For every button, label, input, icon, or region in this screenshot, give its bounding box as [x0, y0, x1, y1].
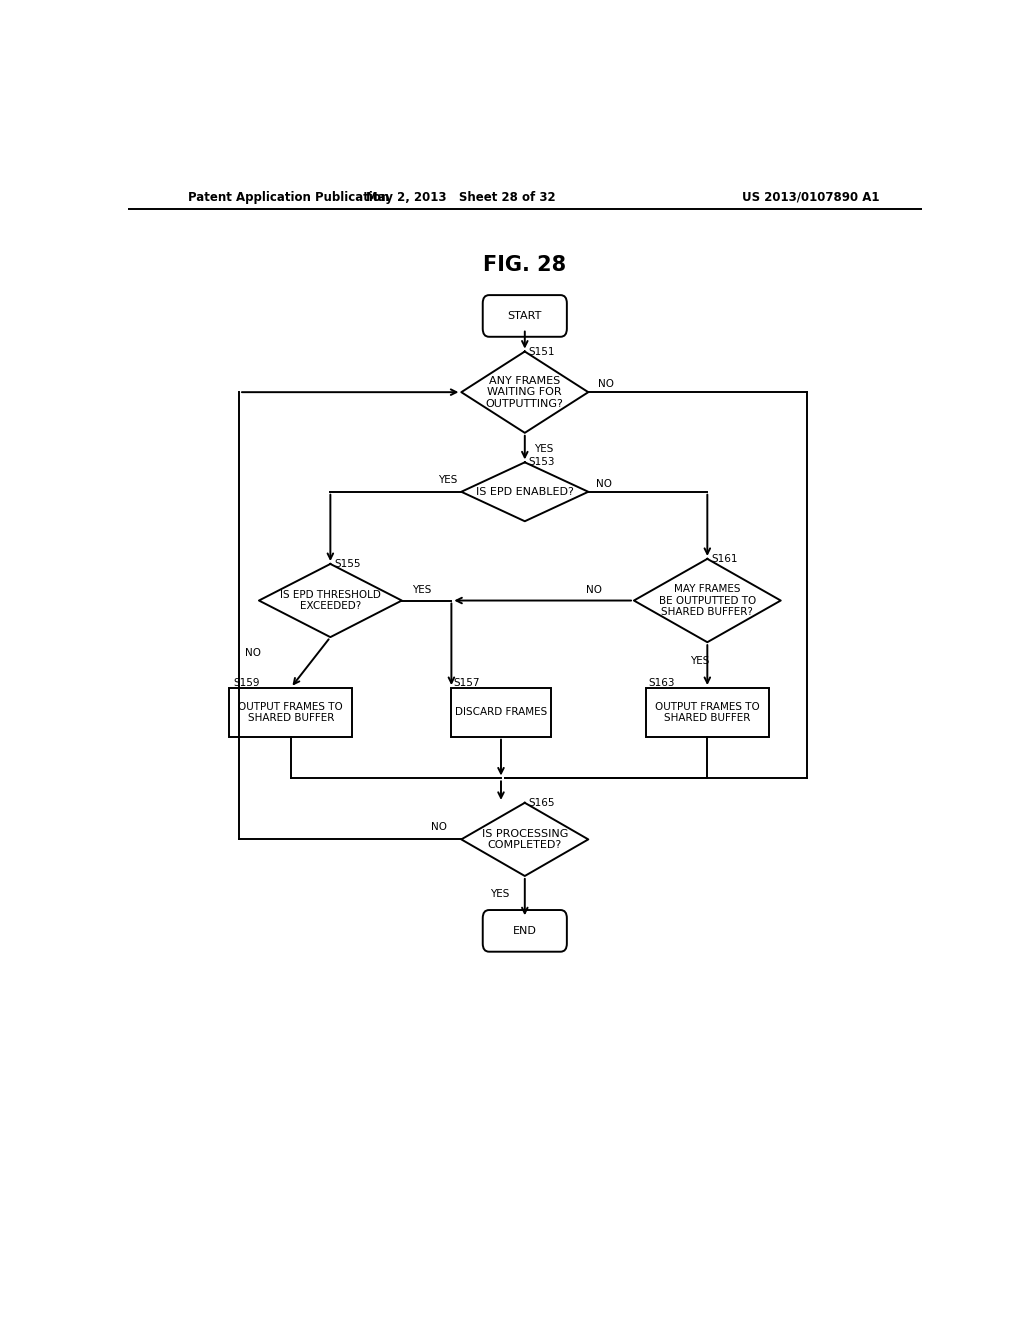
Text: YES: YES [535, 444, 554, 454]
Text: IS EPD ENABLED?: IS EPD ENABLED? [476, 487, 573, 496]
Text: YES: YES [690, 656, 709, 665]
Text: NO: NO [598, 379, 613, 389]
Text: Patent Application Publication: Patent Application Publication [187, 190, 389, 203]
Text: S165: S165 [528, 797, 555, 808]
Text: END: END [513, 925, 537, 936]
Text: OUTPUT FRAMES TO
SHARED BUFFER: OUTPUT FRAMES TO SHARED BUFFER [655, 701, 760, 723]
Text: OUTPUT FRAMES TO
SHARED BUFFER: OUTPUT FRAMES TO SHARED BUFFER [239, 701, 343, 723]
Text: MAY FRAMES
BE OUTPUTTED TO
SHARED BUFFER?: MAY FRAMES BE OUTPUTTED TO SHARED BUFFER… [658, 583, 756, 618]
Bar [229, 688, 352, 737]
Text: S151: S151 [528, 347, 555, 356]
Text: S153: S153 [528, 458, 555, 467]
Text: NO: NO [586, 585, 602, 595]
Text: ANY FRAMES
WAITING FOR
OUTPUTTING?: ANY FRAMES WAITING FOR OUTPUTTING? [485, 376, 564, 409]
Text: IS EPD THRESHOLD
EXCEEDED?: IS EPD THRESHOLD EXCEEDED? [280, 590, 381, 611]
Text: US 2013/0107890 A1: US 2013/0107890 A1 [741, 190, 880, 203]
Polygon shape [259, 564, 401, 638]
Text: START: START [508, 312, 542, 321]
Text: May 2, 2013   Sheet 28 of 32: May 2, 2013 Sheet 28 of 32 [367, 190, 556, 203]
FancyBboxPatch shape [482, 296, 567, 337]
FancyBboxPatch shape [482, 909, 567, 952]
Text: S163: S163 [648, 678, 675, 688]
Polygon shape [634, 558, 780, 643]
Text: S157: S157 [454, 678, 480, 688]
Text: S155: S155 [334, 560, 360, 569]
Text: YES: YES [489, 890, 509, 899]
Text: S159: S159 [233, 678, 260, 688]
Text: NO: NO [431, 822, 447, 832]
Bar [452, 688, 551, 737]
Text: YES: YES [438, 475, 458, 484]
Text: S161: S161 [712, 554, 738, 564]
Polygon shape [461, 462, 588, 521]
Text: FIG. 28: FIG. 28 [483, 255, 566, 275]
Text: NO: NO [245, 648, 260, 659]
Text: YES: YES [412, 585, 431, 595]
Text: DISCARD FRAMES: DISCARD FRAMES [455, 708, 547, 717]
Text: NO: NO [596, 479, 612, 488]
Polygon shape [461, 803, 588, 876]
Polygon shape [461, 351, 588, 433]
Bar [646, 688, 769, 737]
Text: IS PROCESSING
COMPLETED?: IS PROCESSING COMPLETED? [481, 829, 568, 850]
